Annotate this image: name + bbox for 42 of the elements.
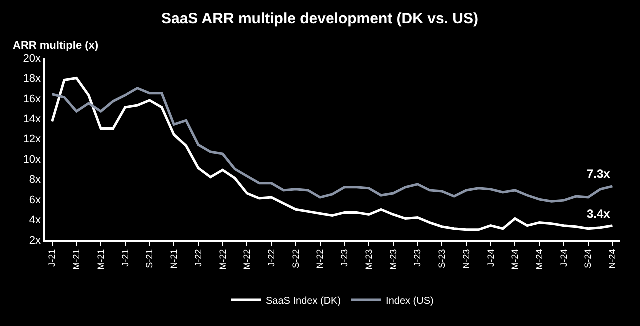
x-tick-label: J-21 <box>47 249 58 267</box>
x-tick-label: N-22 <box>315 249 326 269</box>
x-tick-label: S-21 <box>144 249 155 268</box>
x-tick-label: M-23 <box>388 249 398 270</box>
x-tick-label: J-24 <box>486 249 496 267</box>
x-tick-label: S-22 <box>290 249 301 268</box>
x-tick-label: M-24 <box>534 249 545 270</box>
x-tick-label: J-21 <box>120 249 130 267</box>
x-tick-label: M-22 <box>218 249 228 270</box>
annotation: 3.4x <box>587 207 611 221</box>
y-axis-title: ARR multiple (x) <box>13 40 99 52</box>
y-tick-label: 12x <box>23 134 42 146</box>
x-tick-label: S-23 <box>437 249 448 268</box>
x-tick-label: M-24 <box>510 249 520 270</box>
x-tick-label: J-24 <box>558 249 569 267</box>
x-tick-label: M-22 <box>242 249 252 270</box>
x-tick-label: N-21 <box>169 249 180 269</box>
y-tick-label: 6x <box>29 194 42 206</box>
x-tick-label: J-22 <box>266 249 277 267</box>
x-tick-label: N-23 <box>461 249 472 269</box>
x-tick-label: S-24 <box>583 249 594 268</box>
x-tick-label: M-21 <box>96 249 106 270</box>
x-tick-label: M-23 <box>364 249 374 270</box>
y-tick-label: 10x <box>23 154 42 166</box>
y-tick-label: 2x <box>29 234 42 247</box>
y-tick-label: 18x <box>23 73 42 86</box>
y-tick-label: 4x <box>29 214 42 227</box>
x-tick-label: J-22 <box>193 249 204 267</box>
y-tick-label: 20x <box>23 52 42 65</box>
x-tick-label: J-23 <box>412 249 423 267</box>
x-tick-label: M-21 <box>72 249 82 270</box>
legend-label: SaaS Index (DK) <box>266 296 342 307</box>
legend-label: Index (US) <box>386 296 434 307</box>
y-tick-label: 14x <box>23 114 42 126</box>
annotation: 7.3x <box>587 167 611 181</box>
line-series <box>51 87 614 203</box>
x-tick-label: N-24 <box>608 249 618 269</box>
chart-title: SaaS ARR multiple development (DK vs. US) <box>161 10 479 28</box>
x-tick-label: J-23 <box>340 249 350 267</box>
y-tick-label: 16x <box>23 93 42 106</box>
line-series <box>51 76 614 232</box>
y-tick-label: 8x <box>29 174 42 186</box>
